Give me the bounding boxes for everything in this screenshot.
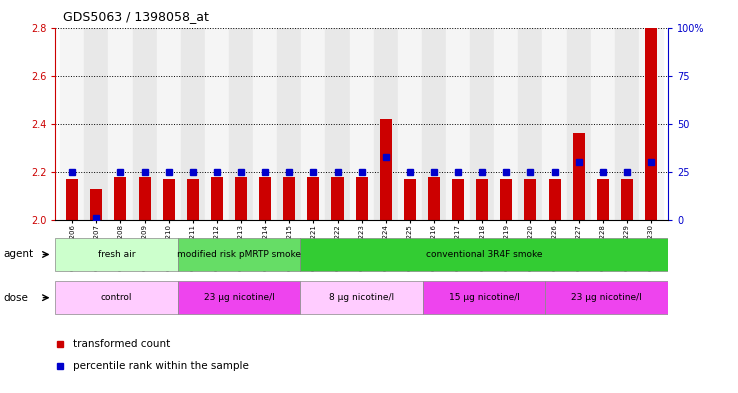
Bar (621, 179, 633, 220)
Bar (325, 28, 350, 220)
Bar (211, 177, 223, 220)
Bar (590, 28, 615, 220)
Bar (283, 177, 295, 220)
Bar (404, 179, 416, 220)
Bar (133, 28, 156, 220)
Text: control: control (101, 293, 132, 302)
Bar (356, 177, 368, 220)
Bar (277, 28, 301, 220)
Bar (139, 177, 151, 220)
Bar (398, 28, 422, 220)
Text: 23 μg nicotine/l: 23 μg nicotine/l (571, 293, 642, 302)
Bar (621, 179, 633, 220)
Bar (356, 177, 368, 220)
Bar (300, 238, 668, 271)
Bar (428, 177, 440, 220)
Bar (211, 177, 223, 220)
Bar (494, 28, 518, 220)
Bar (380, 119, 392, 220)
Bar (181, 28, 205, 220)
Bar (423, 281, 545, 314)
Bar (90, 189, 103, 220)
Bar (548, 179, 561, 220)
Text: conventional 3R4F smoke: conventional 3R4F smoke (426, 250, 542, 259)
Text: dose: dose (4, 293, 29, 303)
Bar (476, 179, 489, 220)
Bar (259, 177, 271, 220)
Bar (331, 177, 343, 220)
Bar (156, 28, 181, 220)
Bar (162, 179, 175, 220)
Text: 15 μg nicotine/l: 15 μg nicotine/l (449, 293, 520, 302)
Bar (55, 281, 178, 314)
Bar (525, 179, 537, 220)
Bar (187, 179, 199, 220)
Bar (476, 179, 489, 220)
Bar (428, 177, 440, 220)
Bar (373, 28, 398, 220)
Text: GDS5063 / 1398058_at: GDS5063 / 1398058_at (63, 10, 209, 23)
Bar (518, 28, 542, 220)
Bar (307, 177, 320, 220)
Text: 23 μg nicotine/l: 23 μg nicotine/l (204, 293, 275, 302)
Bar (446, 28, 470, 220)
Text: modified risk pMRTP smoke: modified risk pMRTP smoke (177, 250, 301, 259)
Bar (259, 177, 271, 220)
Bar (567, 28, 590, 220)
Text: fresh air: fresh air (98, 250, 135, 259)
Bar (90, 189, 103, 220)
Bar (55, 238, 178, 271)
Bar (404, 179, 416, 220)
Bar (542, 28, 567, 220)
Bar (66, 179, 78, 220)
Bar (615, 28, 639, 220)
Bar (452, 179, 464, 220)
Bar (597, 179, 609, 220)
Bar (139, 177, 151, 220)
Bar (61, 28, 84, 220)
Text: agent: agent (4, 250, 34, 259)
Bar (108, 28, 133, 220)
Text: percentile rank within the sample: percentile rank within the sample (73, 361, 249, 371)
Bar (66, 179, 78, 220)
Bar (283, 177, 295, 220)
Bar (639, 28, 663, 220)
Bar (114, 177, 126, 220)
Bar (114, 177, 126, 220)
Bar (573, 133, 584, 220)
Bar (162, 179, 175, 220)
Bar (205, 28, 229, 220)
Bar (500, 179, 512, 220)
Bar (350, 28, 373, 220)
Bar (597, 179, 609, 220)
Bar (573, 133, 584, 220)
Bar (548, 179, 561, 220)
Bar (422, 28, 446, 220)
Bar (253, 28, 277, 220)
Bar (452, 179, 464, 220)
Bar (525, 179, 537, 220)
Bar (178, 238, 300, 271)
Bar (187, 179, 199, 220)
Text: transformed count: transformed count (73, 340, 170, 349)
Bar (178, 281, 300, 314)
Bar (500, 179, 512, 220)
Bar (470, 28, 494, 220)
Bar (645, 28, 657, 220)
Bar (331, 177, 343, 220)
Bar (235, 177, 247, 220)
Bar (645, 28, 657, 220)
Bar (229, 28, 253, 220)
Bar (235, 177, 247, 220)
Bar (307, 177, 320, 220)
Bar (380, 119, 392, 220)
Bar (300, 281, 423, 314)
Text: 8 μg nicotine/l: 8 μg nicotine/l (329, 293, 394, 302)
Bar (545, 281, 668, 314)
Bar (301, 28, 325, 220)
Bar (84, 28, 108, 220)
